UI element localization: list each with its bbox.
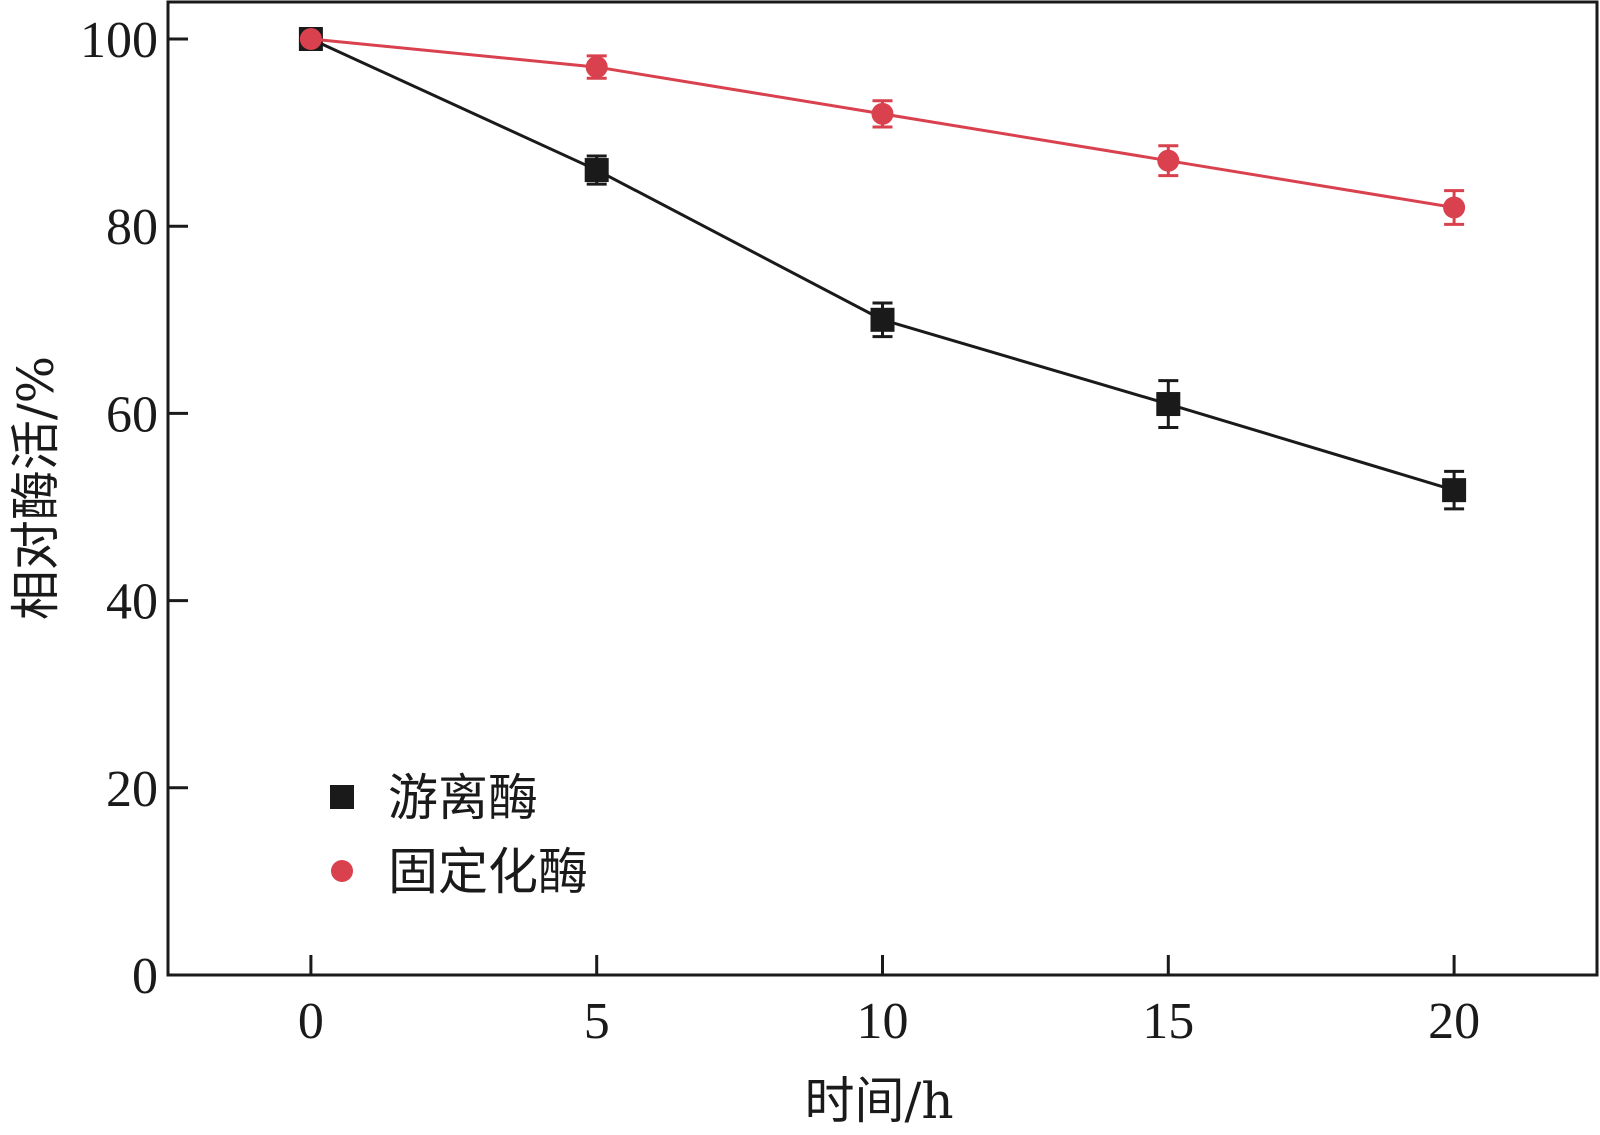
data-point	[1156, 392, 1181, 417]
x-tick-label: 15	[1142, 993, 1194, 1050]
y-tick-label: 100	[80, 12, 158, 69]
y-tick-label: 20	[106, 761, 158, 818]
legend-marker-free-enzyme	[330, 785, 354, 809]
x-tick-label: 0	[298, 993, 324, 1050]
x-axis-label: 时间/h	[804, 1072, 953, 1130]
data-point	[1443, 196, 1466, 219]
data-point	[871, 102, 894, 125]
legend-marker-immobilized-enzyme	[331, 860, 353, 882]
x-tick-label: 5	[584, 993, 610, 1050]
legend: 游离酶 固定化酶	[330, 769, 588, 901]
x-tick-label: 10	[857, 993, 909, 1050]
series-1	[299, 28, 1466, 226]
y-tick-label: 40	[106, 574, 158, 631]
data-point	[1442, 478, 1467, 503]
data-point	[585, 56, 608, 79]
y-tick-label: 60	[106, 386, 158, 443]
legend-label-immobilized-enzyme: 固定化酶	[388, 843, 588, 901]
data-point	[1157, 149, 1180, 172]
data-point	[584, 158, 609, 183]
data-point	[870, 307, 895, 332]
data-point	[299, 28, 322, 50]
legend-label-free-enzyme: 游离酶	[388, 769, 538, 827]
series-layer	[298, 27, 1467, 511]
y-tick-label: 0	[132, 948, 158, 1005]
y-axis-label: 相对酶活/%	[7, 356, 65, 620]
x-tick-label: 20	[1428, 993, 1480, 1050]
y-axis-ticks: 0 20 40 60 80 100	[80, 12, 188, 1005]
y-tick-label: 80	[106, 199, 158, 256]
plot-frame	[166, 0, 1599, 977]
x-axis-ticks: 0 5 10 15 20	[298, 955, 1480, 1050]
